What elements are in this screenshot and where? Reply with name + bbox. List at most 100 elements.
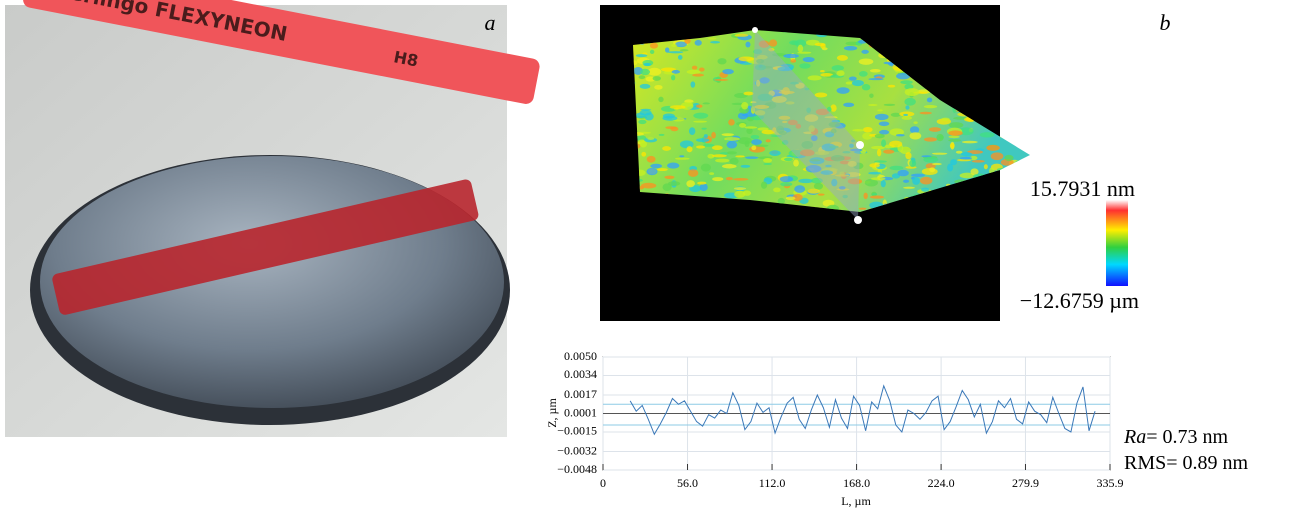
- speckle: [740, 164, 751, 168]
- speckle: [842, 151, 851, 154]
- speckle: [679, 49, 689, 52]
- speckle: [700, 163, 711, 172]
- speckle: [741, 102, 749, 110]
- speckle: [970, 155, 978, 161]
- speckle: [986, 144, 1000, 151]
- speckle: [669, 105, 686, 110]
- speckle: [953, 116, 968, 120]
- speckle: [649, 49, 655, 55]
- speckle: [798, 178, 814, 184]
- speckle: [814, 92, 828, 98]
- speckle: [959, 172, 975, 179]
- speckle: [830, 104, 837, 112]
- speckle: [737, 137, 752, 145]
- speckle: [693, 112, 709, 119]
- annotation: Ra= 0.73 nm: [1123, 426, 1228, 448]
- speckle: [703, 143, 715, 147]
- speckle: [670, 74, 676, 81]
- speckle: [782, 87, 790, 96]
- speckle: [1010, 192, 1025, 201]
- speckle: [757, 93, 773, 102]
- speckle: [687, 169, 699, 177]
- x-tick-label: 112.0: [759, 476, 786, 490]
- speckle: [849, 148, 863, 152]
- speckle: [717, 58, 727, 65]
- speckle: [785, 101, 795, 105]
- speckle: [1015, 42, 1021, 48]
- speckle: [863, 127, 873, 133]
- colorbar-min: −12.6759 µm: [1020, 288, 1139, 313]
- speckle: [912, 176, 920, 185]
- speckle: [755, 144, 769, 147]
- speckle: [820, 69, 825, 73]
- speckle: [688, 127, 696, 136]
- speckle: [960, 152, 973, 157]
- speckle: [807, 75, 822, 81]
- speckle: [731, 102, 745, 106]
- speckle: [874, 113, 889, 121]
- speckle: [662, 113, 675, 119]
- speckle: [861, 84, 871, 91]
- speckle: [745, 41, 751, 48]
- speckle: [707, 37, 717, 40]
- speckle: [931, 152, 948, 155]
- speckle: [654, 84, 663, 90]
- speckle: [1008, 44, 1023, 50]
- speckle: [868, 103, 878, 107]
- speckle: [878, 121, 890, 127]
- speckle: [879, 129, 890, 135]
- speckle: [928, 127, 942, 132]
- speckle: [804, 87, 810, 91]
- speckle: [715, 158, 730, 163]
- speckle: [734, 190, 746, 198]
- speckle: [941, 117, 950, 121]
- speckle: [754, 110, 766, 116]
- speckle: [900, 80, 913, 85]
- speckle: [638, 119, 647, 125]
- speckle: [658, 133, 665, 136]
- speckle: [753, 49, 763, 55]
- speckle: [739, 123, 747, 128]
- speckle: [836, 70, 845, 77]
- annotation: RMS= 0.89 nm: [1124, 452, 1249, 474]
- speckle: [811, 177, 823, 184]
- speckle: [711, 154, 727, 158]
- speckle: [793, 159, 799, 167]
- speckle: [947, 163, 954, 172]
- speckle: [667, 162, 680, 169]
- speckle: [1005, 208, 1010, 212]
- speckle: [773, 66, 778, 70]
- annotation-symbol: Ra: [1123, 426, 1146, 448]
- speckle: [641, 151, 647, 157]
- speckle: [858, 58, 874, 65]
- speckle: [911, 173, 925, 178]
- speckle: [839, 171, 845, 176]
- speckle: [735, 155, 745, 158]
- speckle: [834, 174, 850, 177]
- annotation-text: = 0.73 nm: [1146, 426, 1228, 448]
- speckle: [769, 39, 778, 47]
- speckle: [756, 54, 768, 60]
- y-tick-label: 0.0050: [564, 349, 597, 363]
- speckle: [807, 188, 820, 194]
- speckle: [724, 137, 740, 141]
- speckle: [999, 96, 1007, 102]
- speckle: [771, 96, 787, 103]
- speckle: [733, 177, 749, 181]
- speckle: [821, 143, 836, 152]
- speckle: [815, 108, 830, 116]
- speckle: [820, 43, 826, 49]
- speckle: [638, 75, 646, 80]
- speckle: [799, 149, 815, 157]
- speckle: [1014, 211, 1020, 212]
- speckle: [754, 104, 770, 109]
- speckle: [668, 181, 681, 186]
- speckle: [780, 182, 793, 187]
- speckle: [883, 103, 896, 107]
- x-tick-label: 335.9: [1097, 476, 1124, 490]
- speckle: [768, 47, 775, 52]
- speckle: [696, 104, 703, 108]
- speckle: [806, 107, 811, 113]
- speckle: [719, 152, 729, 155]
- speckle: [754, 64, 767, 71]
